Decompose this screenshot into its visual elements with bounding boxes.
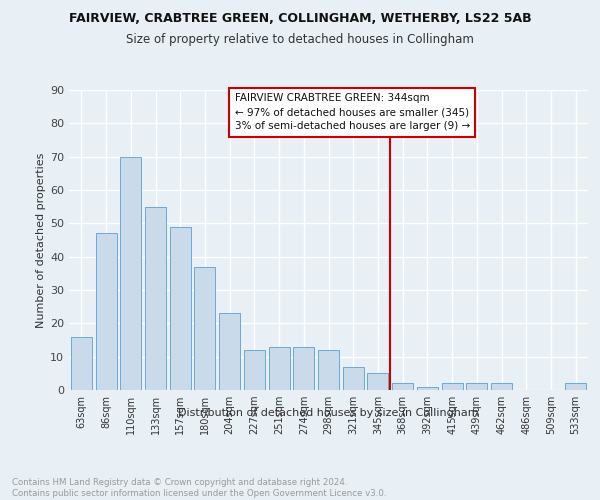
Bar	[491, 384, 512, 390]
Bar	[145, 206, 166, 390]
Text: FAIRVIEW, CRABTREE GREEN, COLLINGHAM, WETHERBY, LS22 5AB: FAIRVIEW, CRABTREE GREEN, COLLINGHAM, WE…	[68, 12, 532, 26]
Bar	[442, 384, 463, 390]
Bar	[392, 384, 413, 390]
Bar	[466, 384, 487, 390]
Bar	[244, 350, 265, 390]
Y-axis label: Number of detached properties: Number of detached properties	[36, 152, 46, 328]
Bar	[417, 386, 438, 390]
Bar	[318, 350, 339, 390]
Bar	[194, 266, 215, 390]
Text: Size of property relative to detached houses in Collingham: Size of property relative to detached ho…	[126, 32, 474, 46]
Bar	[343, 366, 364, 390]
Bar	[95, 234, 116, 390]
Bar	[565, 384, 586, 390]
Bar	[367, 374, 388, 390]
Text: FAIRVIEW CRABTREE GREEN: 344sqm
← 97% of detached houses are smaller (345)
3% of: FAIRVIEW CRABTREE GREEN: 344sqm ← 97% of…	[235, 94, 470, 132]
Bar	[170, 226, 191, 390]
Bar	[219, 314, 240, 390]
Bar	[293, 346, 314, 390]
Bar	[269, 346, 290, 390]
Text: Distribution of detached houses by size in Collingham: Distribution of detached houses by size …	[178, 408, 479, 418]
Text: Contains HM Land Registry data © Crown copyright and database right 2024.
Contai: Contains HM Land Registry data © Crown c…	[12, 478, 386, 498]
Bar	[120, 156, 141, 390]
Bar	[71, 336, 92, 390]
